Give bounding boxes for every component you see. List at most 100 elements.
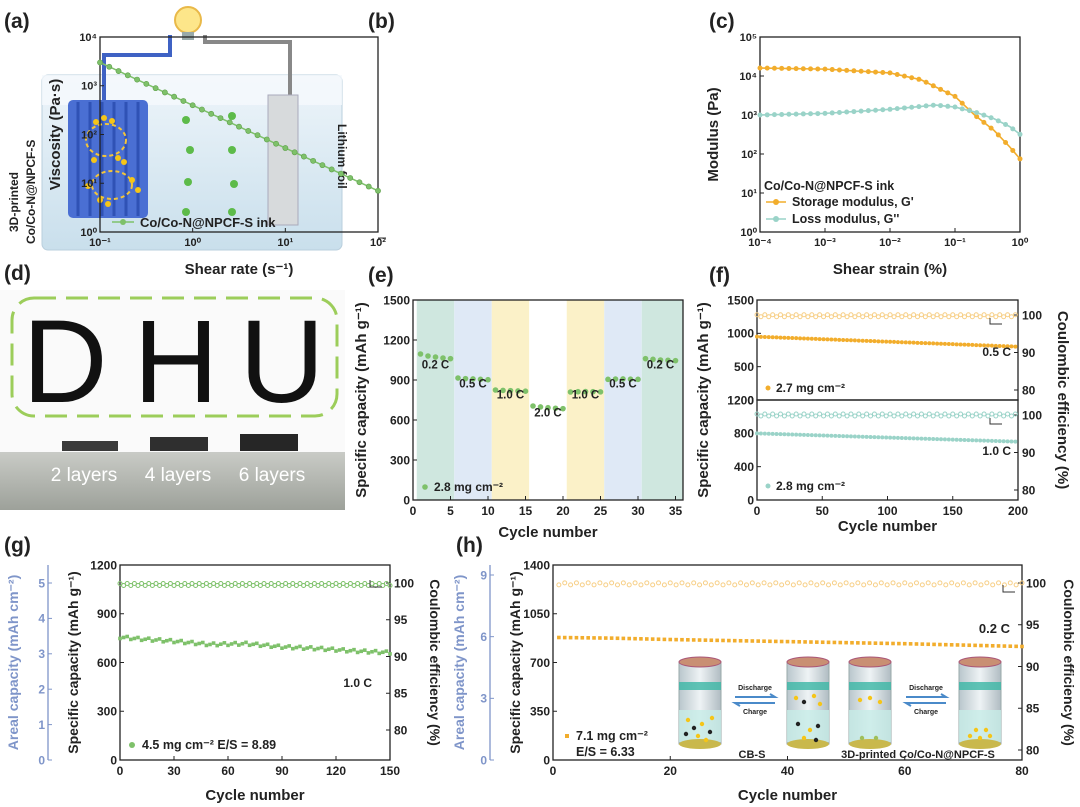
- inset-caption-printed: 3D-printed Co/Co-N@NPCF-S: [841, 749, 995, 761]
- capacity-point: [388, 652, 392, 656]
- ce-point: [848, 312, 854, 318]
- y-tick-label: 500: [734, 360, 754, 374]
- data-point: [822, 66, 828, 72]
- particle: [709, 715, 715, 721]
- ce-point: [774, 314, 780, 320]
- data-point: [440, 355, 446, 361]
- ce-point: [785, 580, 790, 586]
- capacity-point: [844, 640, 848, 645]
- capacity-point: [856, 434, 861, 439]
- capacity-point: [762, 431, 767, 436]
- ce-point: [157, 582, 163, 588]
- ce-point: [946, 413, 952, 419]
- y-tick-label: 700: [530, 656, 550, 670]
- capacity-point: [970, 342, 975, 347]
- polysulfide-particles: [182, 112, 238, 216]
- data-point: [800, 111, 806, 117]
- ce-point: [225, 580, 231, 586]
- capacity-point: [932, 642, 936, 647]
- cylinder-base: [849, 739, 891, 749]
- ce-point: [985, 413, 991, 419]
- data-point: [319, 162, 326, 169]
- capacity-point: [1008, 644, 1013, 649]
- capacity-point: [337, 648, 342, 652]
- ce-point: [1005, 411, 1011, 417]
- ce-point: [182, 580, 188, 586]
- ce-point: [200, 582, 206, 588]
- ce-point: [189, 580, 195, 586]
- electrode-label-line2: Co/Co-N@NPCF-S: [24, 140, 38, 244]
- capacity-point: [809, 433, 814, 438]
- capacity-point: [785, 639, 790, 644]
- discharge-label: Discharge: [909, 685, 943, 692]
- y-tick-label: 0: [747, 493, 754, 507]
- y-tick-label: 1: [38, 718, 45, 732]
- data-point: [356, 179, 363, 186]
- data-point: [959, 100, 965, 106]
- ce-point: [614, 582, 620, 588]
- data-point: [208, 110, 215, 117]
- capacity-point: [809, 640, 813, 644]
- data-point: [226, 119, 233, 126]
- ce-point: [891, 413, 897, 419]
- particle: [967, 733, 973, 739]
- electrode-label-line1: 3D-printed: [7, 172, 21, 232]
- capacity-point: [172, 640, 176, 645]
- x-tick-label: 10⁰: [184, 237, 201, 249]
- capacity-point: [280, 646, 284, 650]
- data-point: [627, 376, 634, 383]
- x-tick-label: 10⁻¹: [89, 237, 111, 249]
- capacity-point: [621, 636, 626, 641]
- cell-schematic-inset: Discharge Charge Discharge Charge CB-S 3D-pri…: [678, 656, 1002, 761]
- photo-floor: [0, 452, 345, 510]
- y-tick-label: 0: [543, 753, 550, 767]
- ce-point: [308, 582, 314, 588]
- data-point: [189, 102, 196, 109]
- y-tick-label: 10⁵: [740, 32, 757, 44]
- ce-point: [868, 314, 874, 320]
- ce-point: [907, 314, 913, 320]
- data-point: [432, 354, 439, 360]
- capacity-point: [219, 642, 223, 647]
- capacity-point: [779, 639, 784, 644]
- x-tick-label: 40: [781, 764, 795, 778]
- capacity-point: [982, 438, 987, 443]
- capacity-point: [229, 642, 234, 646]
- separator-layer: [787, 682, 829, 690]
- legend-marker: [773, 199, 779, 205]
- charge-arrow-icon: [902, 702, 946, 707]
- capacity-point: [902, 641, 907, 646]
- data-point: [507, 387, 514, 394]
- legend-label: Loss modulus, G'': [792, 212, 899, 226]
- ce-point: [826, 582, 832, 588]
- capacity-point: [355, 650, 360, 655]
- ce-point: [573, 580, 579, 586]
- ce-point: [915, 413, 921, 419]
- capacity-point: [294, 645, 299, 650]
- capacity-point: [805, 432, 810, 437]
- ce-point: [196, 580, 202, 586]
- x-tick-label: 20: [556, 504, 570, 518]
- capacity-point: [923, 341, 928, 346]
- ce-point: [239, 580, 245, 586]
- capacity-point: [237, 643, 241, 647]
- capacity-point: [627, 636, 632, 641]
- ce-point: [236, 582, 242, 588]
- capacity-point: [813, 336, 818, 341]
- capacity-point: [794, 336, 799, 341]
- ce-point: [793, 312, 799, 318]
- cb-s-arrows: Discharge Charge: [731, 685, 779, 716]
- data-point: [923, 79, 929, 85]
- data-point: [945, 90, 951, 96]
- ce-point: [1005, 312, 1011, 318]
- ce-point: [821, 413, 827, 419]
- ce-point: [836, 314, 842, 320]
- capacity-point: [157, 637, 162, 641]
- ce-point: [955, 582, 961, 588]
- data-point: [245, 128, 252, 134]
- capacity-point: [978, 343, 983, 348]
- subplot-bottom: 0 400 800 1200 80 90 100 1.0 C 2.8 mg cm⁻²: [727, 393, 1042, 507]
- printed-charged-cell: [958, 656, 1002, 749]
- ce-point: [840, 312, 846, 318]
- ce-point: [1012, 411, 1018, 417]
